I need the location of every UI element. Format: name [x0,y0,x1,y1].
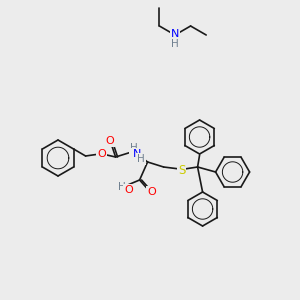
Text: H: H [171,39,179,49]
Text: H: H [118,182,125,192]
Text: N: N [132,149,141,159]
Text: O: O [147,187,156,197]
Text: H: H [137,154,145,164]
Text: H: H [130,143,137,153]
Text: O: O [124,185,133,195]
Text: N: N [171,29,179,39]
Text: O: O [97,149,106,159]
Text: S: S [178,164,185,176]
Text: O: O [105,136,114,146]
